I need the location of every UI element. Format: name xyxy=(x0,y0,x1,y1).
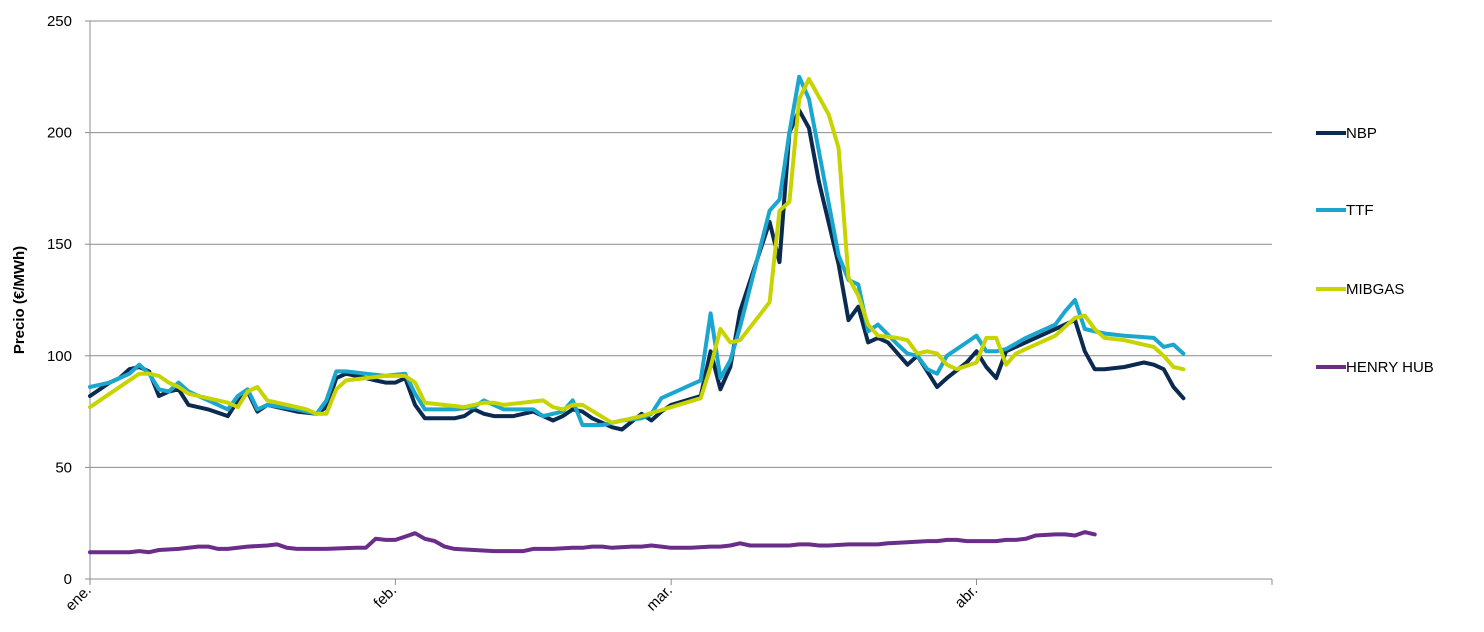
series-lines xyxy=(88,74,1186,555)
legend-label: MIBGAS xyxy=(1346,281,1404,298)
series-line-nbp xyxy=(88,108,1186,432)
x-tick-label: mar. xyxy=(643,582,676,615)
y-axis-label: Precio (€/MWh) xyxy=(11,246,28,354)
y-tick-labels: 0 50 100 150 200 250 xyxy=(47,13,90,588)
y-tick-label: 0 xyxy=(64,571,72,588)
y-tick-label: 150 xyxy=(47,236,72,253)
y-tick-label: 50 xyxy=(55,459,72,476)
legend-label: NBP xyxy=(1346,125,1377,142)
x-tick-label: abr. xyxy=(952,582,982,612)
y-tick-label: 250 xyxy=(47,13,72,30)
legend-label: TTF xyxy=(1346,202,1374,219)
x-tick-labels: ene. feb. mar. abr. xyxy=(62,579,981,614)
series-line-ttf xyxy=(88,74,1186,427)
series-line-mibgas xyxy=(88,77,1186,425)
series-line-henry-hub xyxy=(88,530,1097,555)
y-tick-label: 100 xyxy=(47,348,72,365)
x-tick-label: feb. xyxy=(370,582,400,612)
legend: NBP TTF MIBGAS HENRY HUB xyxy=(1316,125,1434,376)
gridlines xyxy=(90,20,1272,468)
legend-label: HENRY HUB xyxy=(1346,359,1434,376)
y-tick-label: 200 xyxy=(47,125,72,142)
axes xyxy=(89,21,1273,585)
